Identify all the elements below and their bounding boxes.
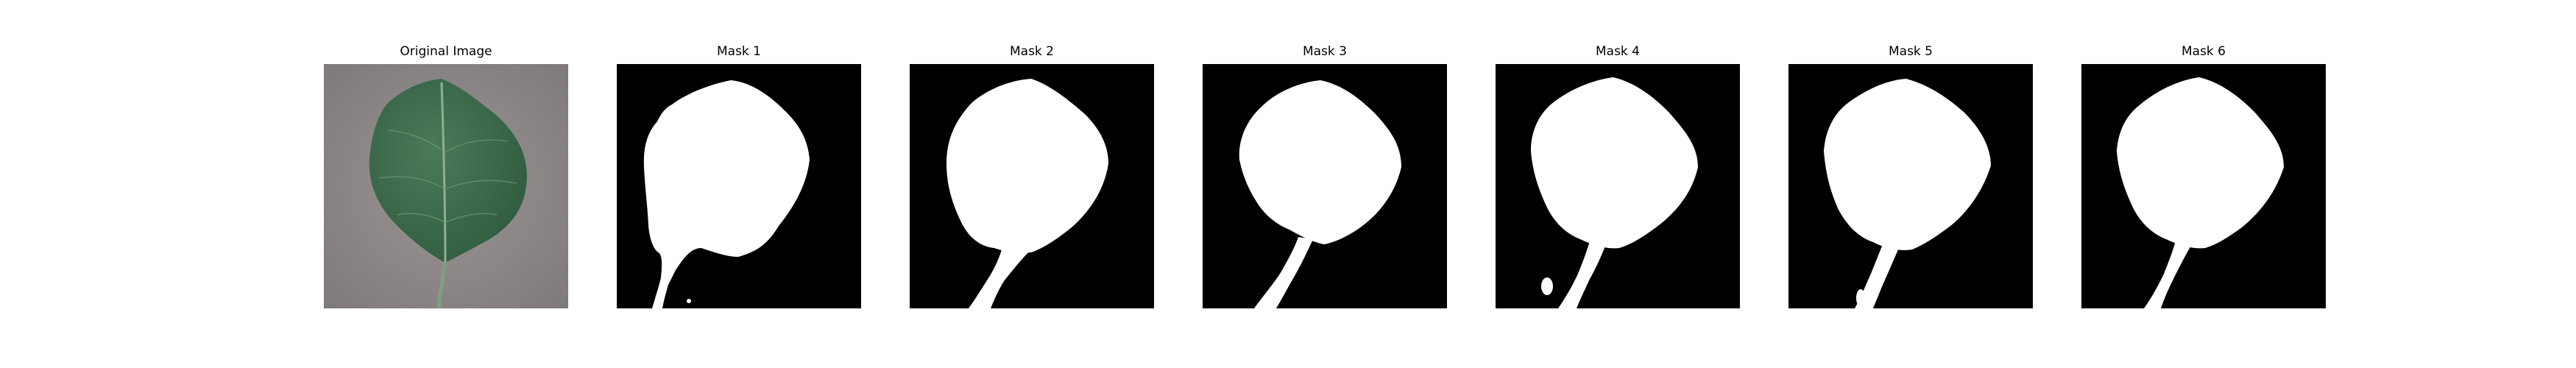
panel-title: Mask 6 [2181,44,2226,59]
mask-5-image [1788,64,2033,308]
panel-title: Mask 1 [716,44,761,59]
mask-2-image [910,64,1154,308]
mask-4-image [1496,64,1740,308]
panel-title: Mask 4 [1595,44,1640,59]
mask-3-image [1203,64,1447,308]
panel-title: Original Image [400,44,492,59]
panel-title: Mask 2 [1009,44,1054,59]
panel-title: Mask 5 [1888,44,1933,59]
mask-1-image [617,64,861,308]
panel-title: Mask 3 [1302,44,1347,59]
leaf-photo [324,64,568,308]
mask-6-image [2081,64,2326,308]
